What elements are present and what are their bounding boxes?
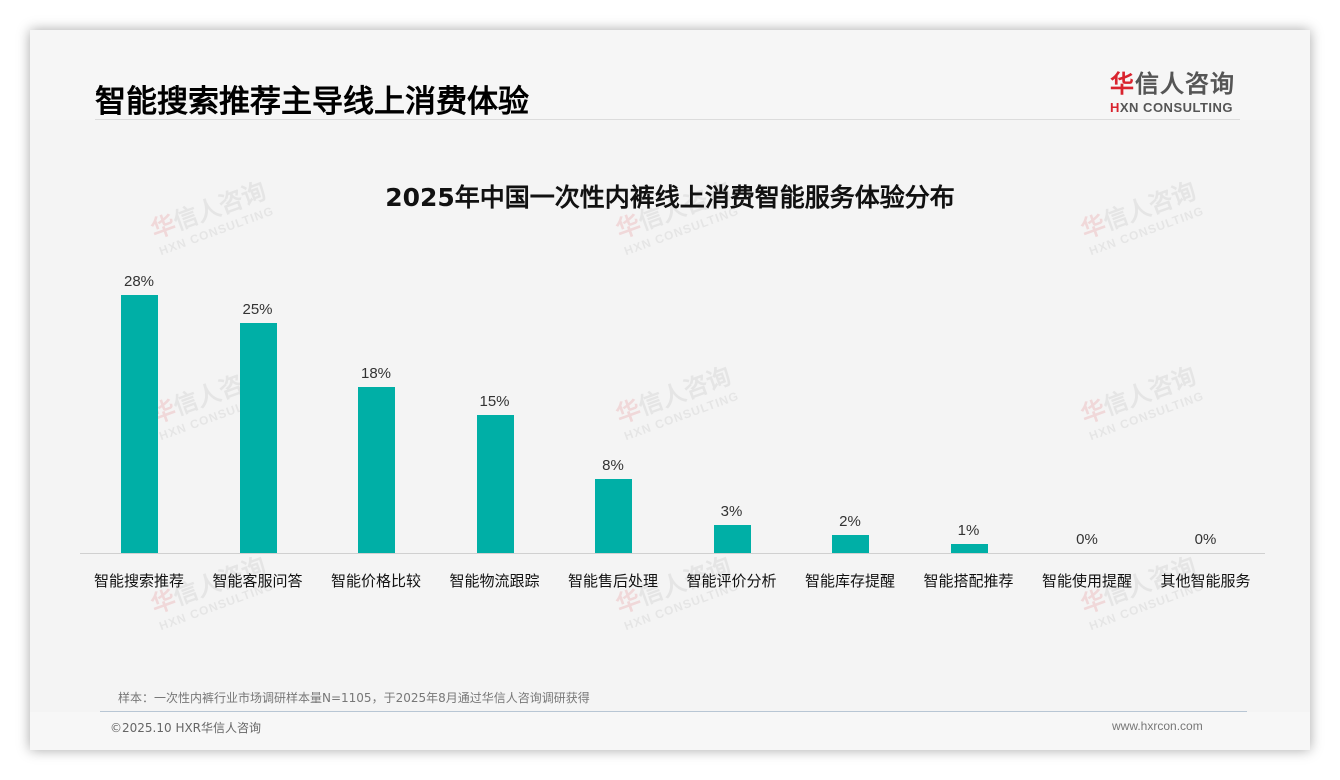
bar[interactable] [476,415,514,553]
bar-group: 2% [791,250,909,554]
data-label: 0% [1194,531,1217,548]
bar[interactable] [358,387,395,553]
bar-group: 0% [1028,250,1146,554]
page-title: 智能搜索推荐主导线上消费体验 [95,84,529,120]
data-label: 28% [123,273,155,290]
data-label: 0% [1076,531,1098,548]
bar-group: 18% [317,250,435,554]
category-label: 智能搜索推荐 [93,572,184,590]
data-label: 3% [720,503,743,520]
bar[interactable] [832,535,869,553]
wm-cn-first: 华 [612,209,645,245]
header-divider [95,119,1240,120]
slide: 智能搜索推荐主导线上消费体验 华信人咨询 HXN CONSULTING 华信人咨… [30,30,1310,750]
company-logo: 华信人咨询 HXN CONSULTING [1110,64,1260,115]
footer [30,712,1310,750]
data-label: 8% [602,457,624,474]
data-label: 2% [839,513,861,530]
category-label: 其他智能服务 [1160,572,1251,590]
bar-group: 0% [1147,250,1265,554]
category-label: 智能售后处理 [567,572,658,590]
category-label: 智能价格比较 [330,572,421,590]
bar[interactable] [121,295,158,553]
bar[interactable] [713,525,751,553]
category-label: 智能评价分析 [686,572,777,590]
logo-cn-rest: 信人咨询 [1135,70,1235,98]
bar-chart: 28% 25% 18% 15% 8% 3% 2% 1% 0% 0% [80,250,1265,554]
bar-group: 25% [199,250,317,554]
bar-group: 15% [436,250,554,554]
wm-cn-first: 华 [1077,209,1110,245]
data-label: 25% [242,301,273,318]
bar-group: 1% [910,250,1028,554]
data-label: 15% [479,393,510,410]
wm-cn-first: 华 [147,209,180,245]
footer-divider [100,711,1247,712]
logo-cn-first: 华 [1110,70,1135,98]
sample-note: 样本：一次性内裤行业市场调研样本量N=1105，于2025年8月通过华信人咨询调… [118,691,590,705]
logo-en-rest: XN CONSULTING [1119,100,1234,115]
website-link[interactable]: www.hxrcon.com [1112,719,1203,733]
bar-group: 28% [80,250,198,554]
data-label: 1% [957,522,980,539]
category-label: 智能库存提醒 [804,572,895,590]
category-label: 智能物流跟踪 [449,572,540,590]
header [30,30,1310,120]
bar-group: 8% [554,250,672,554]
bar[interactable] [595,479,632,553]
bar[interactable] [950,544,988,553]
x-axis-line [80,553,1265,554]
category-label: 智能使用提醒 [1041,572,1132,590]
bar-group: 3% [673,250,791,554]
category-label: 智能客服问答 [212,572,303,590]
bar[interactable] [239,323,277,553]
category-label: 智能搭配推荐 [923,572,1014,590]
data-label: 18% [360,365,392,382]
copyright: ©2025.10 HXR华信人咨询 [110,721,262,735]
chart-title: 2025年中国一次性内裤线上消费智能服务体验分布 [385,183,955,212]
logo-en-first: H [1110,100,1120,115]
